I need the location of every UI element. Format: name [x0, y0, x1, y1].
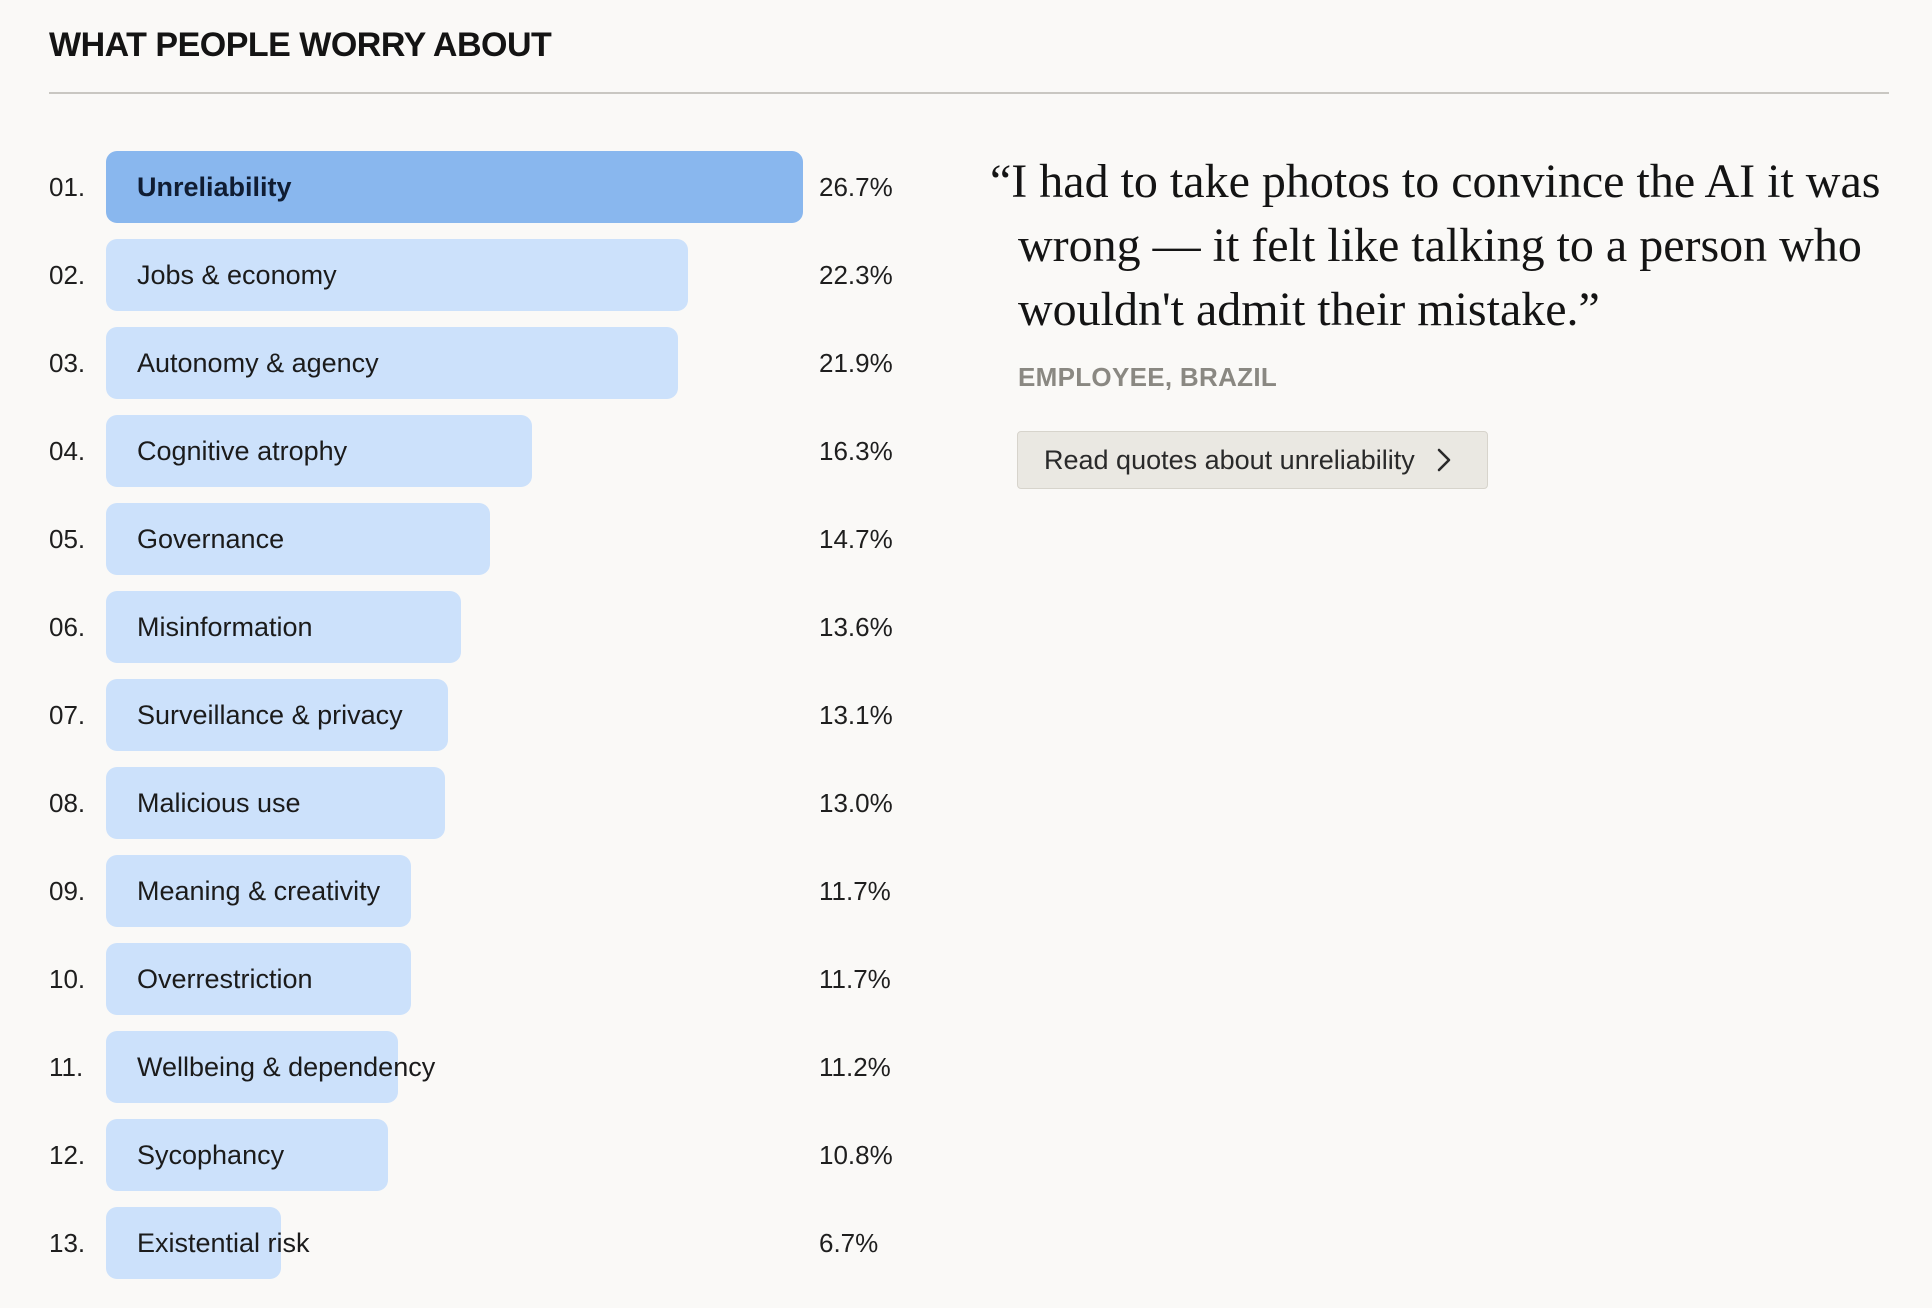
worries-bar-chart: 01. Unreliability 26.7% 02. Jobs & economy 22… [0, 0, 920, 1308]
featured-quote: “I had to take photos to convince the AI… [990, 155, 1881, 336]
bar-label: Sycophancy [137, 1140, 285, 1170]
chart-row[interactable]: 05. Governance 14.7% [0, 503, 920, 575]
rank-label: 05. [49, 524, 86, 554]
rank-label: 01. [49, 172, 86, 202]
bar-label: Cognitive atrophy [137, 436, 348, 466]
bar[interactable] [106, 767, 445, 839]
bar-label: Jobs & economy [137, 260, 337, 290]
chart-row[interactable]: 04. Cognitive atrophy 16.3% [0, 415, 920, 487]
rank-label: 06. [49, 612, 86, 642]
bar-label: Existential risk [137, 1228, 310, 1258]
rank-label: 07. [49, 700, 86, 730]
chart-row[interactable]: 11. Wellbeing & dependency 11.2% [0, 1031, 920, 1103]
bar-label: Surveillance & privacy [137, 700, 403, 730]
rank-label: 13. [49, 1228, 86, 1258]
bar[interactable] [106, 1031, 398, 1103]
bar-label: Governance [137, 524, 285, 554]
chart-row[interactable]: 09. Meaning & creativity 11.7% [0, 855, 920, 927]
chart-row[interactable]: 03. Autonomy & agency 21.9% [0, 327, 920, 399]
bar[interactable] [106, 943, 411, 1015]
value-label: 26.7% [819, 172, 893, 202]
value-label: 16.3% [819, 436, 893, 466]
bar[interactable] [106, 503, 490, 575]
chart-row[interactable]: 13. Existential risk 6.7% [0, 1207, 920, 1279]
title-divider [49, 92, 1889, 94]
rank-label: 09. [49, 876, 86, 906]
rank-label: 02. [49, 260, 86, 290]
value-label: 13.0% [819, 788, 893, 818]
section-title: WHAT PEOPLE WORRY ABOUT [49, 26, 552, 64]
bar-label: Meaning & creativity [137, 876, 381, 906]
bar-label: Wellbeing & dependency [137, 1052, 436, 1082]
value-label: 13.6% [819, 612, 893, 642]
chart-row[interactable]: 02. Jobs & economy 22.3% [0, 239, 920, 311]
rank-label: 10. [49, 964, 86, 994]
value-label: 11.2% [819, 1052, 891, 1082]
rank-label: 11. [49, 1052, 84, 1082]
bar[interactable] [106, 591, 461, 663]
value-label: 13.1% [819, 700, 893, 730]
quote-attribution: EMPLOYEE, BRAZIL [1018, 362, 1278, 392]
rank-label: 04. [49, 436, 86, 466]
value-label: 11.7% [819, 964, 891, 994]
rank-label: 12. [49, 1140, 86, 1170]
value-label: 22.3% [819, 260, 893, 290]
chart-row[interactable]: 06. Misinformation 13.6% [0, 591, 920, 663]
chart-row[interactable]: 12. Sycophancy 10.8% [0, 1119, 920, 1191]
bar-label: Unreliability [137, 172, 292, 202]
bar[interactable] [106, 1207, 281, 1279]
chart-row[interactable]: 07. Surveillance & privacy 13.1% [0, 679, 920, 751]
value-label: 14.7% [819, 524, 893, 554]
rank-label: 03. [49, 348, 86, 378]
chart-row[interactable]: 08. Malicious use 13.0% [0, 767, 920, 839]
chart-row[interactable]: 01. Unreliability 26.7% [0, 151, 920, 223]
bar[interactable] [106, 679, 448, 751]
bar[interactable] [106, 1119, 388, 1191]
bar-label: Misinformation [137, 612, 313, 642]
bar-label: Autonomy & agency [137, 348, 379, 378]
rank-label: 08. [49, 788, 86, 818]
bar[interactable] [106, 415, 532, 487]
chevron-right-icon [1437, 448, 1451, 472]
bar[interactable] [106, 151, 803, 223]
read-quotes-button-label: Read quotes about unreliability [1044, 444, 1415, 475]
bar-label: Overrestriction [137, 964, 313, 994]
bar[interactable] [106, 239, 688, 311]
read-quotes-button[interactable]: Read quotes about unreliability [1017, 431, 1488, 489]
chart-row[interactable]: 10. Overrestriction 11.7% [0, 943, 920, 1015]
value-label: 10.8% [819, 1140, 893, 1170]
value-label: 11.7% [819, 876, 891, 906]
bar[interactable] [106, 855, 411, 927]
bar[interactable] [106, 327, 678, 399]
bar-label: Malicious use [137, 788, 301, 818]
value-label: 21.9% [819, 348, 893, 378]
value-label: 6.7% [819, 1228, 879, 1258]
